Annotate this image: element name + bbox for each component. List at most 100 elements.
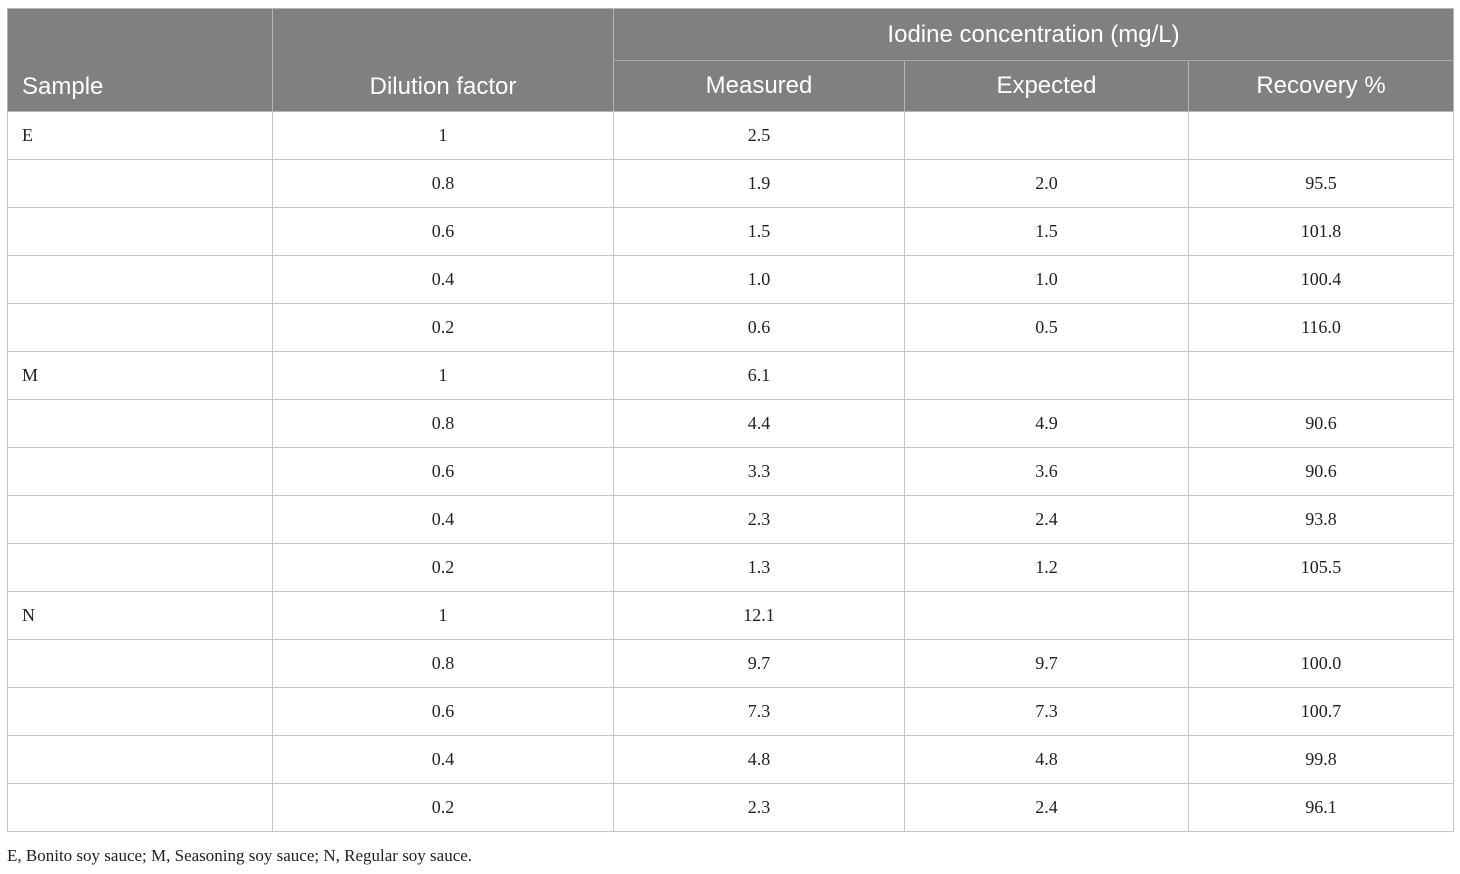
cell-dilution-factor: 0.2 [272,543,614,592]
cell-expected: 7.3 [904,687,1189,736]
header-expected: Expected [904,60,1189,112]
data-table-container: Sample Dilution factor Iodine concentrat… [7,8,1455,832]
cell-recovery: 93.8 [1187,495,1455,544]
cell-measured: 3.3 [613,447,905,496]
cell-recovery: 116.0 [1187,303,1455,352]
table-body: E 1 2.5 0.8 1.9 2.0 95.5 0.6 1.5 1.5 101.8 0.4 1.0 1.… [7,111,1455,832]
cell-measured: 6.1 [613,351,905,400]
cell-dilution-factor: 1 [272,111,614,160]
cell-sample: E [7,111,273,160]
table-header: Sample Dilution factor Iodine concentrat… [7,8,1455,112]
cell-dilution-factor: 0.8 [272,159,614,208]
cell-measured: 4.8 [613,735,905,784]
cell-expected: 1.2 [904,543,1189,592]
cell-measured: 1.5 [613,207,905,256]
cell-expected: 2.4 [904,495,1189,544]
cell-recovery: 99.8 [1187,735,1455,784]
cell-expected [904,111,1189,160]
cell-expected: 9.7 [904,639,1189,688]
table-row: 0.8 9.7 9.7 100.0 [7,639,1455,688]
cell-expected: 2.4 [904,783,1189,832]
table-row: 0.6 3.3 3.6 90.6 [7,447,1455,496]
cell-dilution-factor: 0.6 [272,687,614,736]
cell-measured: 1.0 [613,255,905,304]
cell-sample [7,447,273,496]
table-row: 0.2 1.3 1.2 105.5 [7,543,1455,592]
table-row: 0.4 2.3 2.4 93.8 [7,495,1455,544]
cell-sample [7,639,273,688]
cell-recovery: 100.4 [1187,255,1455,304]
cell-dilution-factor: 0.8 [272,399,614,448]
table-row: 0.6 1.5 1.5 101.8 [7,207,1455,256]
cell-recovery: 90.6 [1187,399,1455,448]
cell-expected [904,351,1189,400]
table-footnote: E, Bonito soy sauce; M, Seasoning soy sa… [7,846,473,865]
cell-expected: 0.5 [904,303,1189,352]
cell-dilution-factor: 0.4 [272,255,614,304]
header-recovery: Recovery % [1187,60,1455,112]
cell-sample [7,735,273,784]
cell-recovery: 95.5 [1187,159,1455,208]
cell-dilution-factor: 0.6 [272,447,614,496]
cell-recovery: 105.5 [1187,543,1455,592]
cell-recovery: 100.0 [1187,639,1455,688]
table-row: 0.2 2.3 2.4 96.1 [7,783,1455,832]
iodine-recovery-table: Sample Dilution factor Iodine concentrat… [7,8,1455,832]
cell-expected: 1.0 [904,255,1189,304]
cell-sample [7,495,273,544]
cell-recovery [1187,591,1455,640]
cell-dilution-factor: 0.2 [272,783,614,832]
cell-sample [7,255,273,304]
cell-sample [7,303,273,352]
header-iodine-concentration: Iodine concentration (mg/L) [612,8,1455,61]
cell-expected: 2.0 [904,159,1189,208]
cell-measured: 2.5 [613,111,905,160]
header-measured: Measured [613,60,905,112]
table-row: 0.8 1.9 2.0 95.5 [7,159,1455,208]
table-row: 0.6 7.3 7.3 100.7 [7,687,1455,736]
cell-expected [904,591,1189,640]
cell-measured: 1.9 [613,159,905,208]
cell-measured: 0.6 [613,303,905,352]
cell-expected: 4.8 [904,735,1189,784]
cell-measured: 1.3 [613,543,905,592]
header-sample: Sample [7,8,273,112]
cell-sample [7,399,273,448]
cell-sample [7,207,273,256]
table-row: 0.4 1.0 1.0 100.4 [7,255,1455,304]
cell-sample [7,687,273,736]
cell-dilution-factor: 1 [272,351,614,400]
table-row: 0.4 4.8 4.8 99.8 [7,735,1455,784]
table-row: M 1 6.1 [7,351,1455,400]
header-dilution-factor: Dilution factor [272,8,614,112]
table-row: E 1 2.5 [7,111,1455,160]
cell-recovery: 101.8 [1187,207,1455,256]
cell-recovery: 100.7 [1187,687,1455,736]
cell-sample [7,543,273,592]
cell-expected: 1.5 [904,207,1189,256]
cell-dilution-factor: 0.8 [272,639,614,688]
cell-expected: 4.9 [904,399,1189,448]
cell-measured: 9.7 [613,639,905,688]
cell-recovery [1187,351,1455,400]
cell-measured: 7.3 [613,687,905,736]
cell-sample: N [7,591,273,640]
cell-recovery [1187,111,1455,160]
cell-dilution-factor: 0.2 [272,303,614,352]
cell-sample: M [7,351,273,400]
cell-dilution-factor: 0.4 [272,495,614,544]
cell-sample [7,159,273,208]
table-row: N 1 12.1 [7,591,1455,640]
cell-expected: 3.6 [904,447,1189,496]
cell-measured: 2.3 [613,783,905,832]
cell-recovery: 90.6 [1187,447,1455,496]
cell-measured: 12.1 [613,591,905,640]
cell-measured: 4.4 [613,399,905,448]
table-row: 0.8 4.4 4.9 90.6 [7,399,1455,448]
cell-measured: 2.3 [613,495,905,544]
cell-dilution-factor: 1 [272,591,614,640]
cell-recovery: 96.1 [1187,783,1455,832]
cell-sample [7,783,273,832]
cell-dilution-factor: 0.6 [272,207,614,256]
cell-dilution-factor: 0.4 [272,735,614,784]
